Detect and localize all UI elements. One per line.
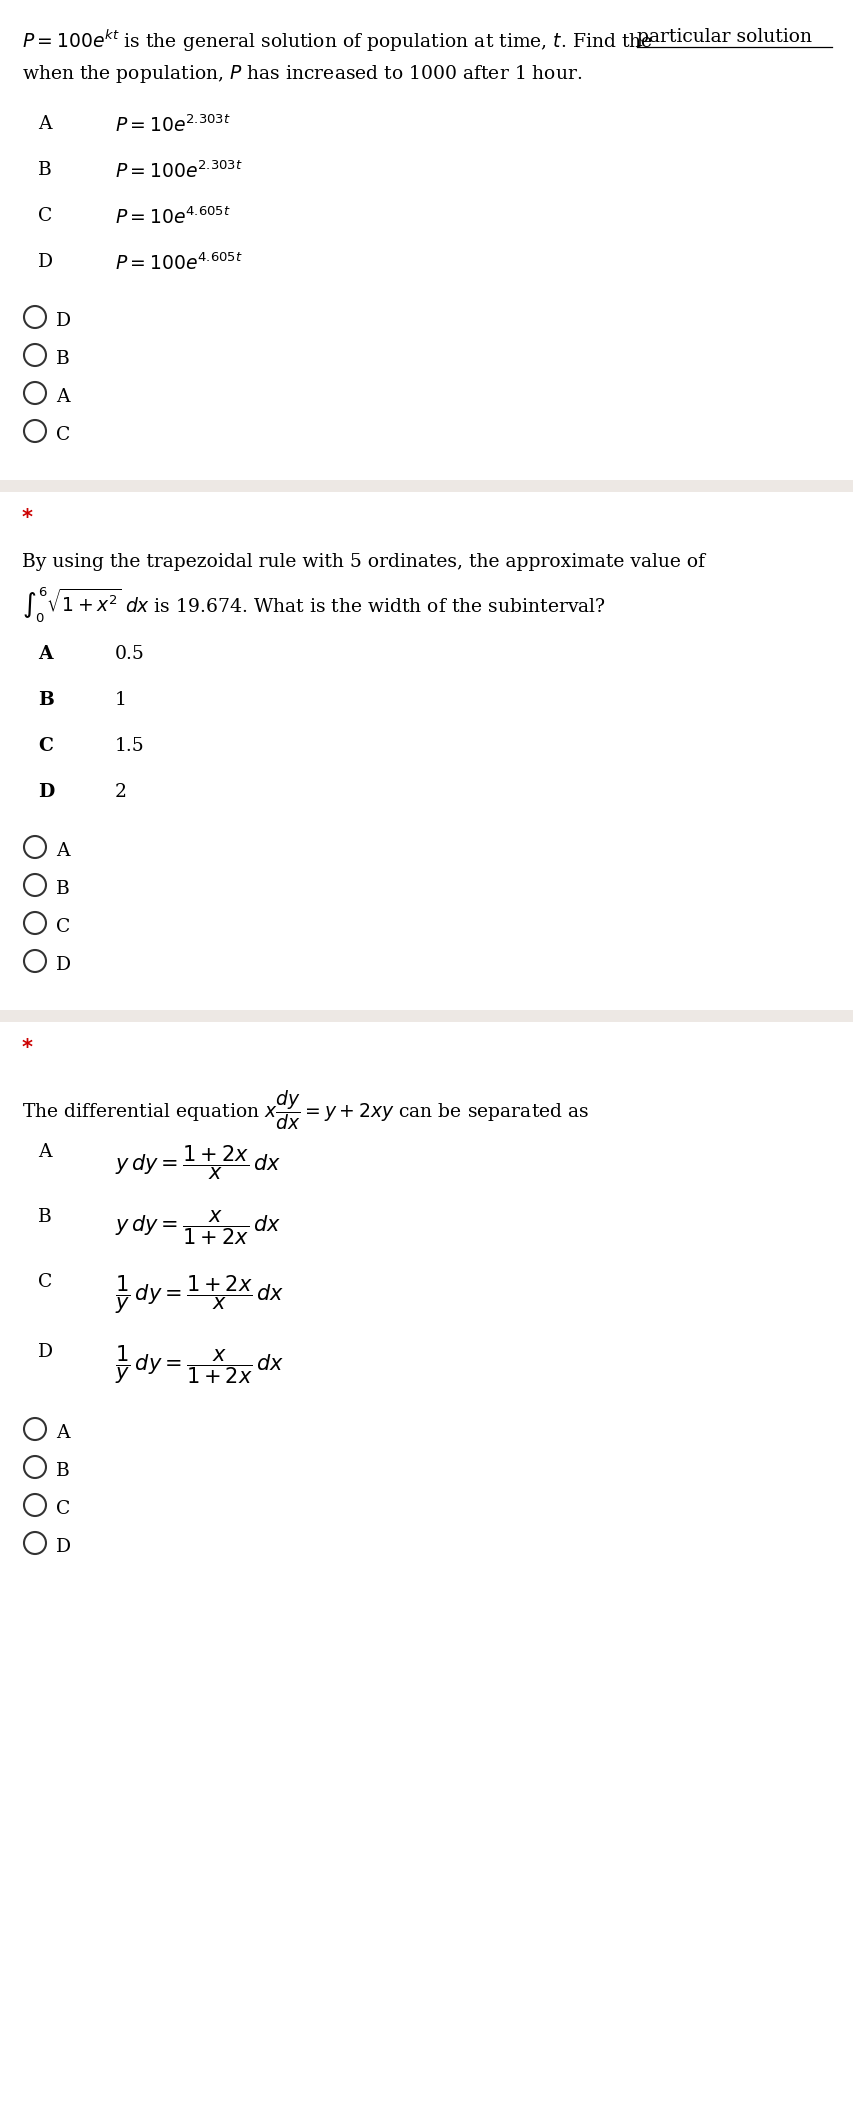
Text: $P = 100e^{kt}$ is the general solution of population at time, $t$. Find the: $P = 100e^{kt}$ is the general solution … bbox=[22, 27, 653, 55]
Text: D: D bbox=[56, 313, 71, 330]
Text: 2: 2 bbox=[115, 783, 127, 802]
FancyBboxPatch shape bbox=[0, 480, 853, 493]
Text: $\dfrac{1}{y}\,dy = \dfrac{x}{1+2x}\,dx$: $\dfrac{1}{y}\,dy = \dfrac{x}{1+2x}\,dx$ bbox=[115, 1343, 284, 1385]
Text: $P = 100e^{4.605t}$: $P = 100e^{4.605t}$ bbox=[115, 254, 242, 275]
Text: $y\,dy = \dfrac{1+2x}{x}\,dx$: $y\,dy = \dfrac{1+2x}{x}\,dx$ bbox=[115, 1142, 281, 1182]
Text: $P = 10e^{4.605t}$: $P = 10e^{4.605t}$ bbox=[115, 207, 230, 228]
Text: C: C bbox=[56, 1500, 70, 1519]
Text: $\int_0^6 \sqrt{1+x^2}\; dx$ is 19.674. What is the width of the subinterval?: $\int_0^6 \sqrt{1+x^2}\; dx$ is 19.674. … bbox=[22, 586, 606, 624]
FancyBboxPatch shape bbox=[0, 1011, 853, 1022]
Text: *: * bbox=[22, 508, 33, 529]
Text: D: D bbox=[38, 254, 53, 271]
Text: The differential equation $x\dfrac{dy}{dx} = y + 2xy$ can be separated as: The differential equation $x\dfrac{dy}{d… bbox=[22, 1087, 589, 1132]
Text: C: C bbox=[56, 918, 70, 937]
Text: By using the trapezoidal rule with 5 ordinates, the approximate value of: By using the trapezoidal rule with 5 ord… bbox=[22, 552, 705, 571]
Text: 1: 1 bbox=[115, 692, 127, 709]
Text: B: B bbox=[38, 161, 52, 180]
Text: C: C bbox=[38, 736, 53, 755]
Text: C: C bbox=[38, 207, 52, 224]
Text: B: B bbox=[56, 880, 70, 899]
Text: D: D bbox=[56, 956, 71, 975]
Text: D: D bbox=[38, 783, 55, 802]
Text: $P = 100e^{2.303t}$: $P = 100e^{2.303t}$ bbox=[115, 161, 242, 182]
Text: particular solution: particular solution bbox=[636, 27, 811, 47]
Text: A: A bbox=[56, 842, 69, 861]
Text: C: C bbox=[56, 425, 70, 444]
Text: $P = 10e^{2.303t}$: $P = 10e^{2.303t}$ bbox=[115, 114, 230, 137]
Text: B: B bbox=[38, 1208, 52, 1227]
Text: D: D bbox=[56, 1538, 71, 1557]
Text: A: A bbox=[38, 114, 51, 133]
Text: *: * bbox=[22, 1038, 33, 1058]
Text: B: B bbox=[56, 1461, 70, 1480]
Text: D: D bbox=[38, 1343, 53, 1360]
Text: 1.5: 1.5 bbox=[115, 736, 144, 755]
Text: $\dfrac{1}{y}\,dy = \dfrac{1+2x}{x}\,dx$: $\dfrac{1}{y}\,dy = \dfrac{1+2x}{x}\,dx$ bbox=[115, 1273, 284, 1316]
Text: $y\,dy = \dfrac{x}{1+2x}\,dx$: $y\,dy = \dfrac{x}{1+2x}\,dx$ bbox=[115, 1208, 281, 1246]
Text: B: B bbox=[38, 692, 54, 709]
Text: when the population, $P$ has increased to 1000 after 1 hour.: when the population, $P$ has increased t… bbox=[22, 63, 582, 85]
Text: A: A bbox=[56, 387, 69, 406]
Text: 0.5: 0.5 bbox=[115, 645, 145, 662]
Text: A: A bbox=[38, 645, 52, 662]
Text: C: C bbox=[38, 1273, 52, 1290]
Text: B: B bbox=[56, 349, 70, 368]
Text: A: A bbox=[56, 1423, 69, 1442]
Text: A: A bbox=[38, 1142, 51, 1161]
